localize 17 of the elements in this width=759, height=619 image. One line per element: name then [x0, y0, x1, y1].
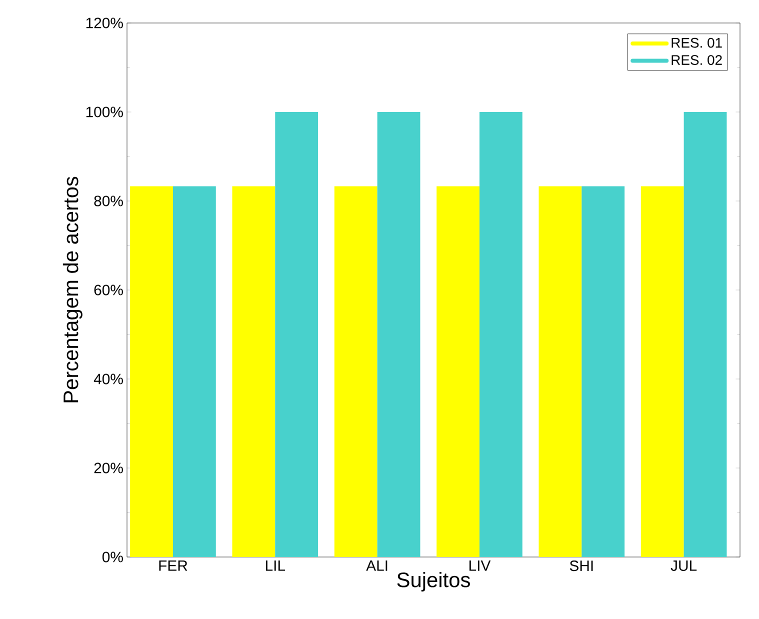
y-tick-label: 80% [94, 196, 123, 206]
y-tick-label: 20% [94, 462, 123, 474]
x-tick-label: ALI [366, 560, 388, 571]
y-tick-label: 0% [102, 552, 123, 562]
y-tick-label: 100% [86, 106, 123, 118]
y-tick-label: 60% [94, 284, 123, 296]
legend-label: RES. 02 [672, 55, 722, 65]
x-tick-label: LIL [266, 560, 286, 571]
y-tick-label: 120% [86, 18, 123, 28]
legend-label: RES. 01 [672, 38, 722, 48]
y-tick-label: 40% [94, 374, 123, 384]
x-tick-label: LIV [469, 560, 491, 571]
x-tick-label: JUL [670, 560, 697, 571]
x-tick-label: SHI [570, 560, 593, 572]
x-axis-title: Sujeitos [397, 572, 470, 592]
x-tick-label: FER [159, 560, 188, 571]
y-axis-title: Percentagem de acertos [62, 176, 82, 402]
